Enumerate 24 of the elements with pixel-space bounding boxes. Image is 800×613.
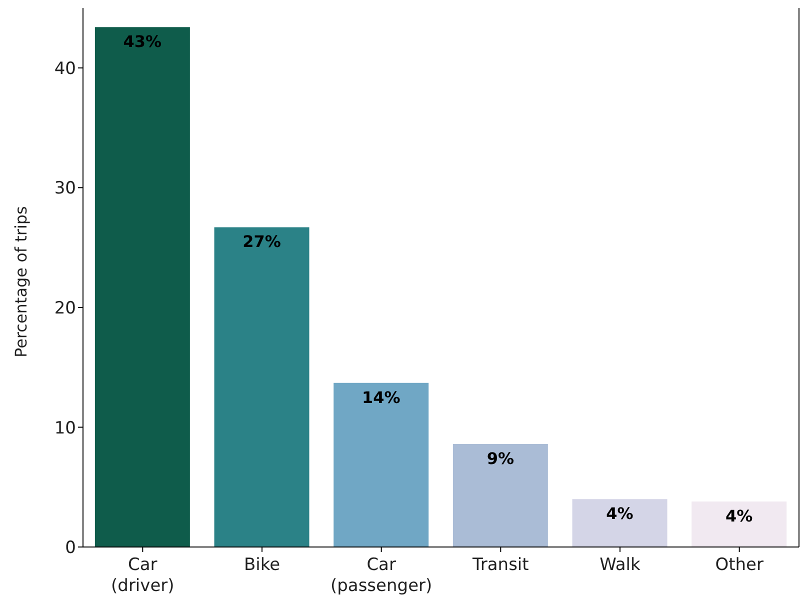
x-tick-label: Bike (244, 555, 280, 575)
x-tick-label: Car (driver) (111, 555, 174, 596)
y-tick-label: 10 (54, 418, 76, 438)
x-tick-label: Other (715, 555, 764, 575)
data-label: 27% (242, 232, 281, 252)
x-tick-label: Walk (600, 555, 641, 575)
y-axis-title: Percentage of trips (12, 206, 31, 358)
data-label: 4% (606, 504, 634, 524)
bar (94, 27, 190, 547)
bar (572, 499, 668, 547)
y-tick-label: 0 (65, 538, 76, 558)
data-label: 43% (123, 32, 162, 52)
bar (334, 382, 429, 547)
x-tick-label: Car (passenger) (330, 555, 432, 596)
data-label: 14% (362, 388, 400, 407)
bar (692, 501, 787, 547)
data-label: 9% (486, 448, 514, 468)
x-tick-label: Transit (472, 555, 530, 575)
bar (452, 444, 548, 547)
y-tick-label: 40 (54, 58, 76, 79)
y-tick-label: 20 (54, 298, 76, 318)
data-label: 4% (726, 506, 753, 526)
bar (214, 227, 310, 547)
y-tick-label: 30 (54, 178, 76, 199)
